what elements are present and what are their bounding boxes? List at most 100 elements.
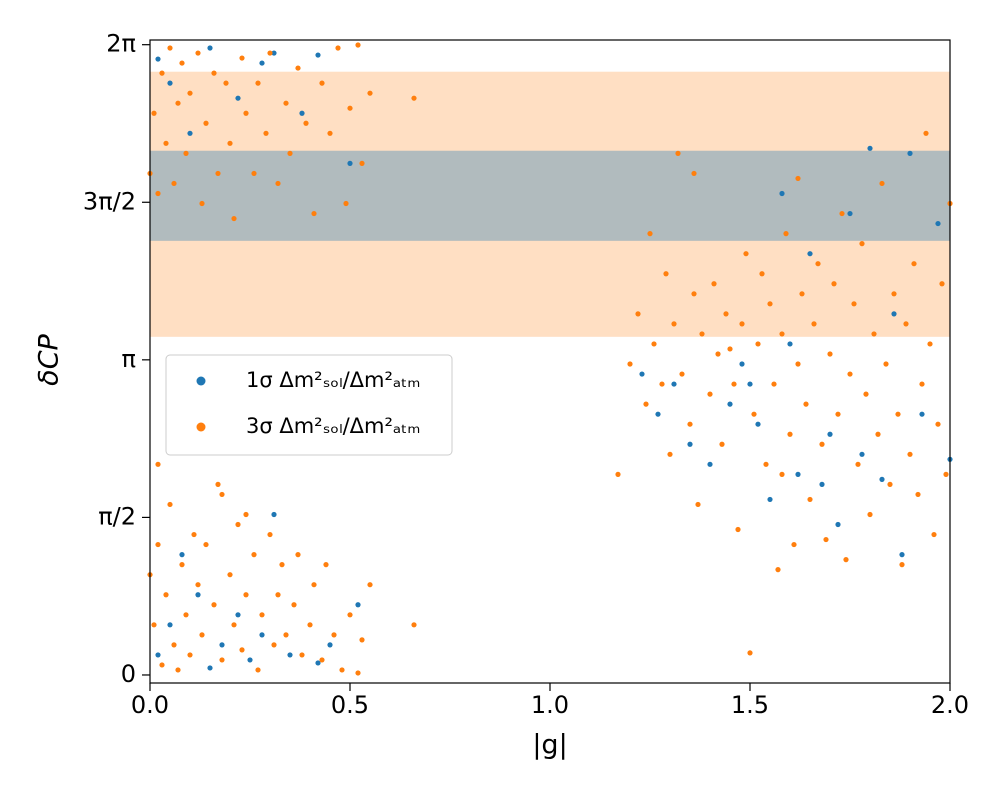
x-tick-label: 0.0 bbox=[131, 691, 169, 719]
point bbox=[727, 346, 733, 352]
point bbox=[863, 391, 869, 397]
point bbox=[167, 80, 173, 86]
point bbox=[807, 496, 813, 503]
point bbox=[191, 531, 197, 538]
point bbox=[267, 531, 273, 538]
point bbox=[915, 491, 921, 498]
legend: 1σ Δm²ₛₒₗ/Δm²ₐₜₘ 3σ Δm²ₛₒₗ/Δm²ₐₜₘ bbox=[165, 354, 453, 456]
point bbox=[195, 592, 201, 598]
point bbox=[859, 241, 865, 247]
point bbox=[239, 55, 245, 61]
point bbox=[243, 110, 249, 116]
point bbox=[827, 351, 833, 357]
plot-area bbox=[147, 42, 953, 676]
point bbox=[299, 652, 305, 658]
point bbox=[255, 80, 261, 86]
point bbox=[187, 90, 193, 96]
point bbox=[847, 210, 853, 217]
point bbox=[327, 130, 333, 136]
point bbox=[887, 481, 893, 487]
point bbox=[367, 90, 373, 96]
point bbox=[323, 562, 329, 568]
point bbox=[687, 441, 693, 447]
point bbox=[179, 60, 185, 66]
point bbox=[751, 411, 757, 417]
point bbox=[707, 391, 713, 397]
point bbox=[931, 531, 937, 538]
point bbox=[203, 541, 209, 548]
band bbox=[150, 150, 950, 241]
point bbox=[275, 180, 281, 187]
point bbox=[827, 431, 833, 437]
point bbox=[271, 511, 277, 518]
point bbox=[675, 150, 681, 156]
point bbox=[207, 665, 213, 671]
point bbox=[287, 652, 293, 658]
point bbox=[183, 612, 189, 618]
point bbox=[911, 261, 917, 267]
x-tick-label: 2.0 bbox=[931, 691, 969, 719]
point bbox=[783, 231, 789, 237]
point bbox=[179, 562, 185, 568]
point bbox=[795, 471, 801, 477]
point bbox=[311, 582, 317, 588]
point bbox=[747, 650, 753, 656]
point bbox=[251, 552, 257, 558]
point bbox=[695, 501, 701, 508]
point bbox=[243, 511, 249, 518]
point bbox=[219, 657, 225, 663]
point bbox=[203, 120, 209, 126]
point bbox=[271, 642, 277, 648]
point bbox=[739, 321, 745, 327]
point bbox=[359, 637, 365, 643]
point bbox=[767, 496, 773, 503]
point bbox=[235, 612, 241, 618]
point bbox=[159, 70, 165, 76]
point bbox=[791, 541, 797, 548]
point bbox=[779, 471, 785, 477]
point bbox=[815, 261, 821, 267]
point bbox=[211, 602, 217, 608]
point bbox=[155, 541, 161, 548]
point bbox=[903, 321, 909, 327]
point bbox=[627, 361, 633, 367]
point bbox=[411, 95, 417, 101]
point bbox=[895, 411, 901, 417]
point bbox=[755, 421, 761, 427]
point bbox=[923, 130, 929, 136]
point bbox=[315, 52, 321, 58]
point bbox=[355, 42, 361, 48]
point bbox=[735, 526, 741, 533]
point bbox=[155, 190, 161, 197]
point bbox=[215, 170, 221, 177]
point bbox=[679, 371, 685, 377]
point bbox=[279, 562, 285, 568]
point bbox=[319, 657, 325, 663]
point bbox=[723, 311, 729, 317]
point bbox=[235, 521, 241, 528]
point bbox=[843, 557, 849, 563]
point bbox=[807, 251, 813, 257]
point bbox=[859, 451, 865, 457]
point bbox=[271, 50, 277, 56]
point bbox=[303, 120, 309, 126]
point bbox=[263, 130, 269, 136]
point bbox=[919, 411, 925, 417]
x-tick-label: 1.5 bbox=[731, 691, 769, 719]
point bbox=[907, 150, 913, 156]
point bbox=[835, 521, 841, 528]
y-tick-label: π/2 bbox=[98, 502, 136, 530]
y-tick-label: 3π/2 bbox=[83, 187, 136, 215]
point bbox=[267, 50, 273, 56]
point bbox=[347, 105, 353, 111]
point bbox=[787, 341, 793, 347]
point bbox=[343, 200, 349, 207]
point bbox=[355, 670, 361, 676]
point bbox=[671, 321, 677, 327]
point bbox=[639, 371, 645, 377]
point bbox=[187, 652, 193, 658]
point bbox=[667, 451, 673, 457]
point bbox=[819, 481, 825, 487]
point bbox=[175, 100, 181, 106]
